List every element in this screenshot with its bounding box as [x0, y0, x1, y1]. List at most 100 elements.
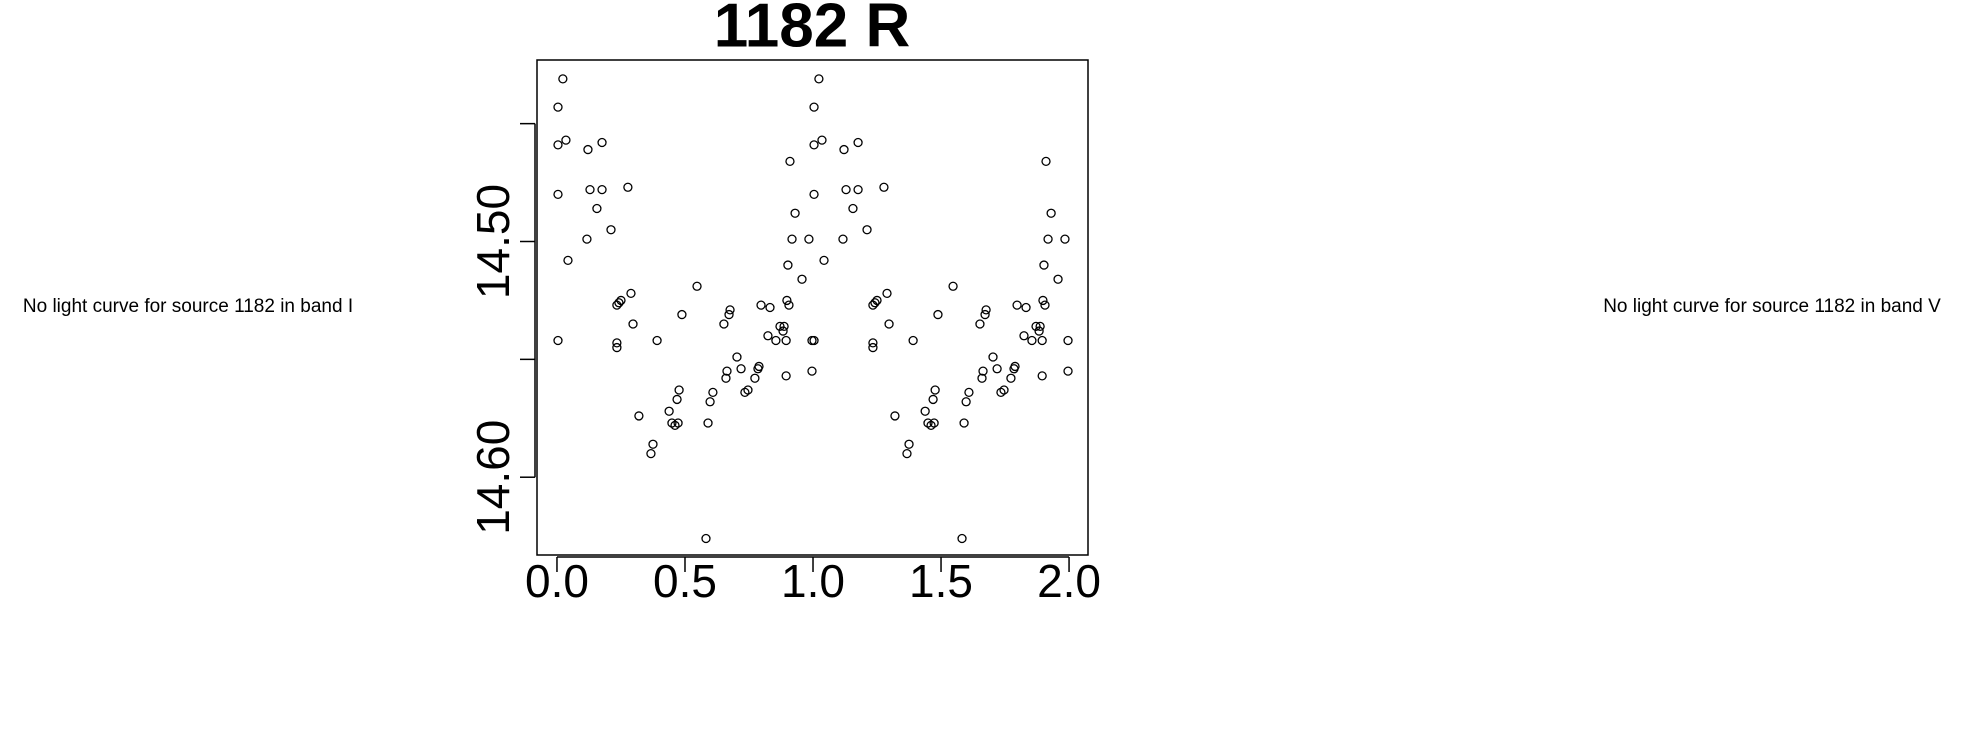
- point: [743, 385, 753, 395]
- point: [563, 255, 573, 266]
- x-tick-label: 1.0: [781, 555, 845, 607]
- point: [1035, 321, 1045, 332]
- point: [1063, 335, 1073, 346]
- point: [667, 418, 677, 428]
- point: [664, 406, 674, 416]
- point: [902, 448, 912, 459]
- point: [928, 394, 938, 405]
- point: [553, 140, 563, 150]
- point: [1031, 321, 1041, 332]
- point: [740, 387, 750, 398]
- point: [1010, 361, 1020, 372]
- point: [782, 295, 792, 306]
- point: [634, 411, 644, 421]
- point: [783, 260, 793, 270]
- point: [930, 385, 940, 395]
- point: [853, 184, 863, 195]
- point: [614, 298, 624, 308]
- point: [558, 74, 568, 84]
- point: [781, 335, 791, 346]
- point: [1037, 335, 1047, 346]
- point: [809, 140, 819, 150]
- point: [750, 373, 760, 383]
- point: [732, 352, 742, 362]
- point: [981, 305, 991, 315]
- point: [553, 189, 563, 200]
- point: [848, 203, 858, 214]
- point: [785, 156, 795, 167]
- point: [719, 319, 729, 329]
- point: [670, 420, 680, 431]
- point: [817, 135, 827, 145]
- point: [1019, 331, 1029, 341]
- point: [975, 319, 985, 329]
- point: [553, 102, 563, 112]
- point: [703, 418, 713, 428]
- point: [775, 321, 785, 332]
- point: [597, 184, 607, 195]
- point: [980, 309, 990, 320]
- point: [904, 439, 914, 449]
- point: [1039, 260, 1049, 270]
- point: [978, 366, 988, 376]
- point: [582, 234, 592, 244]
- point: [672, 394, 682, 405]
- point: [692, 281, 702, 291]
- x-tick-label: 0.0: [525, 555, 589, 607]
- point: [1021, 302, 1031, 313]
- x-tick-label: 2.0: [1037, 555, 1101, 607]
- point: [1038, 295, 1048, 306]
- y-tick-label: 14.60: [467, 420, 519, 535]
- point: [964, 387, 974, 398]
- point: [809, 189, 819, 200]
- point: [926, 420, 936, 431]
- point: [1027, 335, 1037, 346]
- point: [959, 418, 969, 428]
- x-tick-label: 1.5: [909, 555, 973, 607]
- point: [1040, 300, 1050, 310]
- annotation: No light curve for source 1182 in band I: [23, 296, 353, 317]
- point: [790, 208, 800, 218]
- point: [1060, 234, 1070, 244]
- point: [809, 102, 819, 112]
- point: [890, 411, 900, 421]
- point: [722, 366, 732, 376]
- point: [1053, 274, 1063, 284]
- point: [839, 144, 849, 155]
- point: [765, 302, 775, 313]
- point: [988, 352, 998, 362]
- point: [623, 182, 633, 192]
- point: [804, 234, 814, 244]
- point: [1046, 208, 1056, 218]
- point: [797, 274, 807, 284]
- point: [784, 300, 794, 310]
- point: [771, 335, 781, 346]
- point: [1043, 234, 1053, 244]
- point: [814, 74, 824, 84]
- point: [807, 366, 817, 376]
- point: [778, 326, 788, 336]
- chart-title: 1182 R: [714, 0, 911, 60]
- point: [996, 387, 1006, 398]
- point: [612, 342, 622, 353]
- point: [736, 364, 746, 374]
- point: [1012, 300, 1022, 310]
- annotation: No light curve for source 1182 in band V: [1603, 296, 1941, 317]
- point: [841, 184, 851, 195]
- point: [701, 533, 711, 544]
- point: [553, 335, 563, 346]
- point: [884, 319, 894, 329]
- point: [646, 448, 656, 459]
- point: [648, 439, 658, 449]
- point: [779, 321, 789, 332]
- point: [781, 371, 791, 381]
- point: [862, 225, 872, 235]
- y-tick-label: 14.50: [467, 184, 519, 299]
- point: [626, 288, 636, 299]
- point: [923, 418, 933, 428]
- point: [999, 385, 1009, 395]
- point: [933, 309, 943, 320]
- point: [1034, 326, 1044, 336]
- point: [992, 364, 1002, 374]
